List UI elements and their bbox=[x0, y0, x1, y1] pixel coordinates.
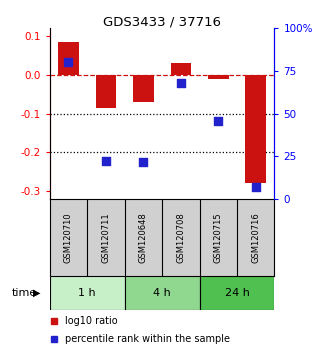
Point bbox=[216, 118, 221, 124]
Text: GSM120710: GSM120710 bbox=[64, 212, 73, 263]
Bar bbox=[170, 63, 191, 75]
Text: GSM120715: GSM120715 bbox=[214, 212, 223, 263]
Bar bbox=[50, 276, 125, 310]
Text: GSM120716: GSM120716 bbox=[251, 212, 260, 263]
Bar bbox=[246, 75, 266, 183]
Text: GSM120648: GSM120648 bbox=[139, 212, 148, 263]
Point bbox=[66, 59, 71, 65]
Text: percentile rank within the sample: percentile rank within the sample bbox=[65, 334, 230, 344]
Text: log10 ratio: log10 ratio bbox=[65, 316, 118, 326]
Bar bbox=[58, 42, 79, 75]
Point bbox=[253, 184, 258, 190]
Point bbox=[178, 80, 183, 86]
Bar bbox=[200, 276, 274, 310]
Point bbox=[141, 159, 146, 165]
Bar bbox=[133, 75, 154, 102]
Bar bbox=[125, 276, 200, 310]
Text: GSM120711: GSM120711 bbox=[101, 212, 110, 263]
Text: time: time bbox=[11, 288, 37, 298]
Bar bbox=[96, 75, 116, 108]
Text: ▶: ▶ bbox=[33, 288, 41, 298]
Bar bbox=[208, 75, 229, 79]
Text: 1 h: 1 h bbox=[78, 288, 96, 298]
Text: GSM120708: GSM120708 bbox=[176, 212, 185, 263]
Title: GDS3433 / 37716: GDS3433 / 37716 bbox=[103, 15, 221, 28]
Point bbox=[103, 158, 108, 164]
Text: 24 h: 24 h bbox=[225, 288, 249, 298]
Text: 4 h: 4 h bbox=[153, 288, 171, 298]
